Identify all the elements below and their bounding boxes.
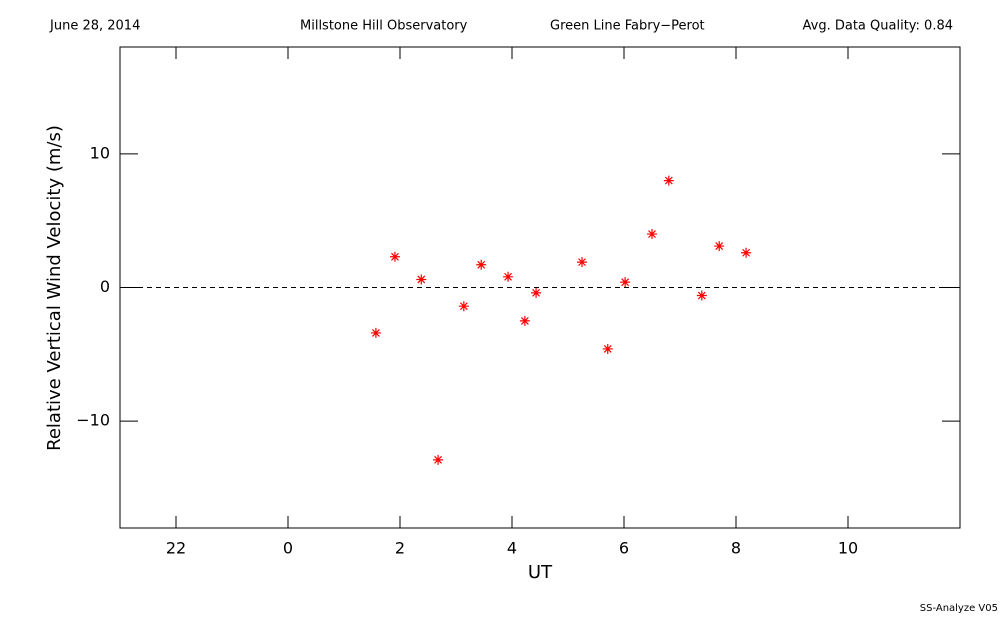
header-quality: Avg. Data Quality: 0.84 bbox=[803, 19, 953, 34]
data-point bbox=[577, 257, 587, 268]
x-tick-label: 2 bbox=[395, 539, 405, 558]
data-point bbox=[620, 277, 631, 288]
data-point bbox=[389, 251, 400, 262]
header-instrument: Green Line Fabry−Perot bbox=[550, 19, 705, 34]
x-axis-label: UT bbox=[528, 562, 553, 583]
x-tick-label: 0 bbox=[283, 539, 293, 558]
data-point bbox=[696, 290, 707, 301]
data-point bbox=[370, 327, 381, 338]
header-site: Millstone Hill Observatory bbox=[300, 19, 468, 34]
data-point bbox=[602, 343, 613, 354]
data-point bbox=[416, 274, 427, 285]
data-point bbox=[433, 454, 444, 465]
y-tick-label: −10 bbox=[76, 411, 110, 430]
y-tick-label: 10 bbox=[90, 143, 110, 162]
x-tick-label: 6 bbox=[619, 539, 629, 558]
y-axis-label: Relative Vertical Wind Velocity (m/s) bbox=[44, 125, 65, 451]
x-tick-label: 8 bbox=[731, 539, 741, 558]
data-point bbox=[458, 301, 469, 312]
data-point bbox=[519, 315, 530, 326]
header-date: June 28, 2014 bbox=[49, 19, 140, 34]
footer: SS-Analyze V05 bbox=[920, 603, 998, 614]
x-tick-label: 22 bbox=[166, 539, 186, 558]
data-point bbox=[476, 259, 487, 270]
data-point bbox=[531, 287, 542, 298]
data-point bbox=[503, 271, 514, 282]
y-tick-label: 0 bbox=[100, 277, 110, 296]
x-tick-label: 10 bbox=[838, 539, 858, 558]
x-tick-label: 4 bbox=[507, 539, 517, 558]
data-point bbox=[647, 229, 657, 240]
data-point bbox=[714, 241, 725, 252]
data-point bbox=[663, 175, 674, 186]
data-point bbox=[741, 247, 752, 258]
